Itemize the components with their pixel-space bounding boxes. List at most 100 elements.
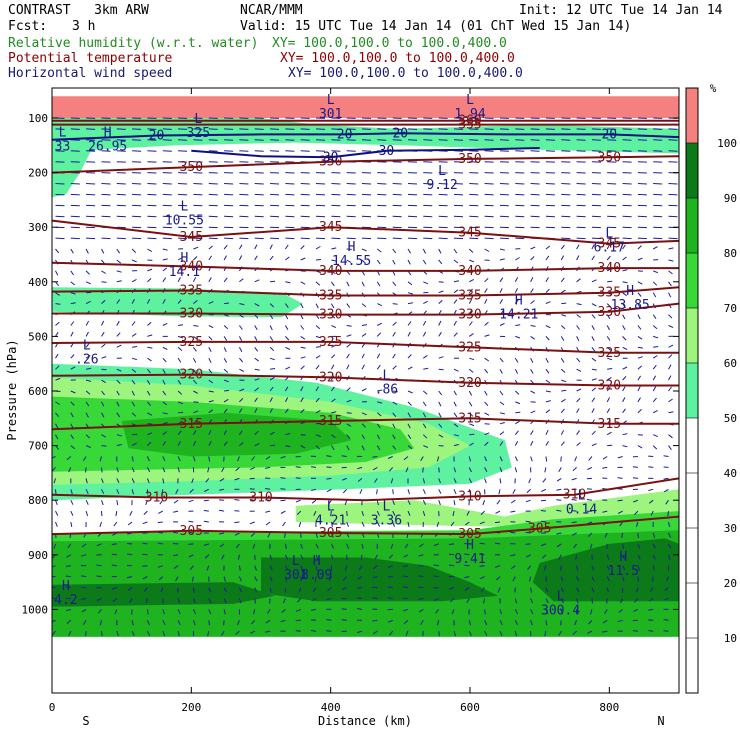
wind-vector <box>602 510 608 513</box>
wind-vector <box>193 410 199 414</box>
wind-vector <box>637 576 639 582</box>
wind-vector <box>515 335 521 339</box>
wind-vector <box>55 128 65 130</box>
wind-vector <box>101 270 106 274</box>
wind-vector <box>453 423 459 428</box>
wind-vector <box>99 456 102 462</box>
wind-vector <box>300 245 305 250</box>
wind-vector <box>392 331 396 337</box>
field-name-rh: Relative humidity (w.r.t. water) <box>8 36 259 51</box>
hl-marker-value: 14.21 <box>499 308 538 323</box>
wind-vector <box>192 277 197 283</box>
wind-vector <box>377 389 383 392</box>
center-label: NCAR/MMM <box>240 3 303 18</box>
wind-vector <box>606 431 612 436</box>
wind-vector <box>545 357 549 363</box>
wind-vector <box>142 542 148 545</box>
wind-vector <box>116 320 120 326</box>
wind-vector <box>219 532 225 535</box>
wind-vector <box>422 390 428 395</box>
wind-vector <box>637 128 647 130</box>
wind-vector <box>223 325 229 330</box>
wind-vector <box>328 576 332 582</box>
wind-vector <box>224 193 234 196</box>
wind-vector <box>219 543 225 548</box>
wind-vector <box>372 466 378 471</box>
hl-marker-value: 4.21 <box>315 514 346 529</box>
wind-vector <box>665 499 669 505</box>
wind-vector <box>591 255 595 261</box>
wind-speed-label: 20 <box>149 129 165 144</box>
wind-vector <box>602 630 608 633</box>
wind-vector <box>377 401 383 404</box>
wind-vector <box>131 248 137 253</box>
wind-vector <box>70 489 73 495</box>
wind-vector <box>55 303 61 305</box>
wind-vector <box>453 467 457 473</box>
wind-vector <box>484 456 488 462</box>
wind-vector <box>208 587 211 593</box>
wind-vector <box>392 281 397 287</box>
wind-vector <box>545 245 551 250</box>
wind-vector <box>468 456 471 462</box>
wind-vector <box>281 609 286 613</box>
field-xy-rh: XY= 100.0,100.0 to 100.0,400.0 <box>272 36 507 51</box>
wind-vector <box>392 521 395 527</box>
theta-contour <box>52 373 679 387</box>
hl-marker-value: 9.12 <box>426 178 457 193</box>
wind-vector <box>331 128 341 130</box>
wind-vector <box>634 510 639 516</box>
wind-vector <box>173 510 179 513</box>
wind-vector <box>464 587 470 591</box>
wind-vector <box>328 499 332 505</box>
wind-vector <box>86 367 92 370</box>
wind-vector <box>147 368 151 374</box>
wind-vector <box>223 368 229 373</box>
wind-vector <box>358 565 363 571</box>
wind-vector <box>422 423 427 429</box>
wind-vector <box>437 620 440 626</box>
wind-vector <box>392 423 396 429</box>
wind-vector <box>116 332 121 337</box>
wind-vector <box>101 331 105 337</box>
wind-vector <box>652 364 657 370</box>
wind-vector <box>617 499 623 502</box>
wind-vector <box>361 193 372 196</box>
wind-vector <box>422 467 424 473</box>
wind-vector <box>648 488 654 491</box>
wind-vector <box>70 521 73 528</box>
wind-vector <box>101 139 111 141</box>
wind-vector <box>234 521 240 524</box>
wind-vector <box>387 565 393 568</box>
wind-vector <box>636 587 639 593</box>
wind-vector <box>606 314 611 320</box>
x-axis-label: Distance (km) <box>318 714 412 728</box>
theta-contour-label: 350 <box>598 150 621 165</box>
wind-vector <box>464 553 470 556</box>
wind-vector <box>82 456 87 461</box>
theta-contour-label: 325 <box>180 335 203 350</box>
wind-vector <box>86 183 96 185</box>
wind-vector <box>208 347 212 352</box>
wind-vector <box>193 183 203 185</box>
wind-vector <box>435 609 440 614</box>
wind-vector <box>423 237 433 240</box>
wind-vector <box>469 259 475 263</box>
wind-vector <box>101 183 111 185</box>
wind-vector <box>192 440 197 446</box>
wind-vector <box>269 587 272 593</box>
wind-vector <box>668 139 678 141</box>
wind-vector <box>668 354 673 359</box>
wind-vector <box>300 139 310 141</box>
wind-vector <box>300 409 305 414</box>
wind-vector <box>438 356 444 359</box>
wind-vector <box>407 390 413 394</box>
wind-vector <box>254 303 260 307</box>
wind-vector <box>606 346 612 351</box>
wind-vector <box>85 281 91 285</box>
wind-vector <box>499 441 504 446</box>
wind-vector <box>561 314 567 317</box>
wind-vector <box>254 346 259 352</box>
wind-vector <box>96 575 102 578</box>
wind-vector <box>402 565 409 567</box>
